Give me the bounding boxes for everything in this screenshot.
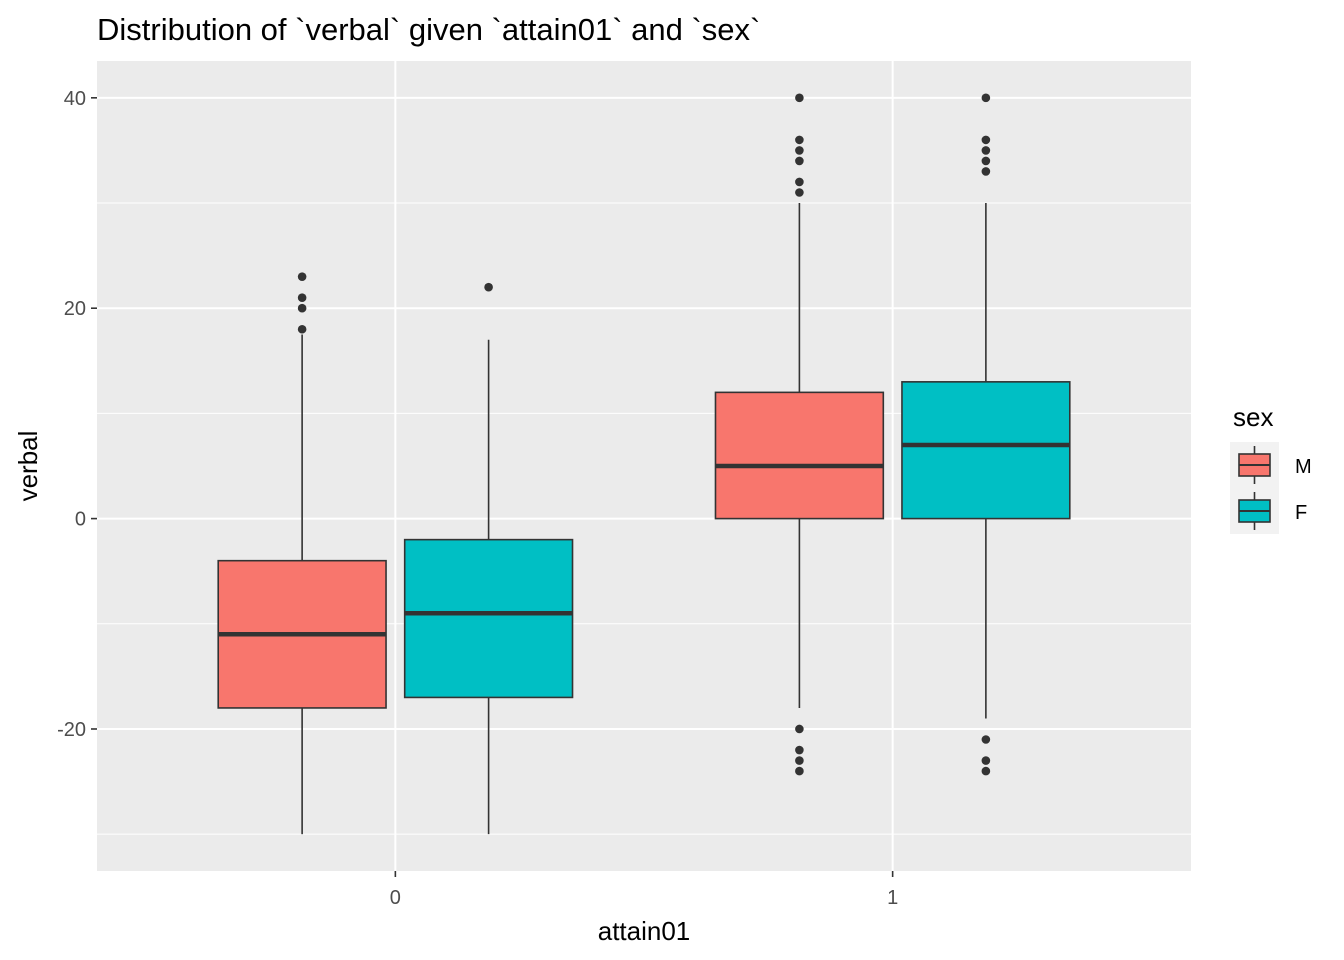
box-rect [714, 391, 885, 520]
y-tick-label: 0 [75, 509, 86, 531]
outlier-point [795, 724, 804, 734]
legend-item-M: M [1230, 442, 1312, 488]
y-axis-ticks: -20 0 20 40 [57, 88, 97, 741]
outlier-point [297, 272, 307, 281]
boxplots [217, 93, 1071, 835]
outlier-point [795, 146, 804, 155]
outlier-point [795, 93, 804, 103]
chart-title: Distribution of `verbal` given `attain01… [97, 12, 760, 47]
outlier-point [981, 167, 991, 176]
x-tick-label: 0 [390, 887, 401, 909]
legend-label: F [1295, 502, 1307, 524]
outlier-point [795, 745, 804, 755]
outlier-point [795, 135, 804, 145]
outlier-point [981, 756, 991, 765]
legend: sex M F [1230, 402, 1312, 534]
outlier-point [981, 93, 991, 103]
outlier-point [795, 177, 804, 187]
box-rect [901, 381, 1071, 520]
outlier-point [981, 135, 991, 145]
y-tick-label: 20 [64, 298, 86, 320]
y-axis-title: verbal [13, 431, 43, 502]
outlier-point [297, 303, 307, 313]
box-F-1 [901, 93, 1071, 776]
outlier-point [795, 766, 804, 776]
legend-title: sex [1233, 402, 1273, 432]
x-axis-title: attain01 [598, 916, 691, 946]
y-tick-label: -20 [57, 719, 86, 741]
legend-item-F: F [1230, 488, 1307, 534]
outlier-point [981, 146, 991, 155]
outlier-point [981, 735, 991, 744]
outlier-point [981, 156, 991, 166]
legend-label: M [1295, 456, 1312, 478]
y-tick-label: 40 [64, 88, 86, 110]
x-tick-label: 1 [887, 887, 898, 909]
grid-lines [97, 61, 1191, 871]
box-rect [403, 538, 574, 699]
outlier-point [981, 766, 991, 776]
outlier-point [297, 293, 307, 302]
box-F-0 [403, 282, 574, 835]
box-M-0 [217, 272, 387, 835]
outlier-point [297, 324, 307, 334]
outlier-point [484, 282, 493, 292]
outlier-point [795, 756, 804, 765]
outlier-point [795, 156, 804, 166]
box-M-1 [714, 93, 885, 776]
outlier-point [795, 188, 804, 197]
